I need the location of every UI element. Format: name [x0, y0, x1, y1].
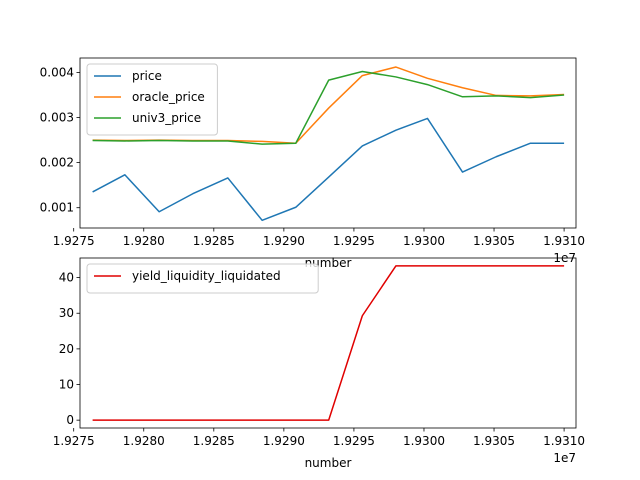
legend: yield_liquidity_liquidated [86, 263, 319, 294]
y-tick-label: 40 [59, 271, 74, 285]
x-tick-label: 1.9305 [473, 434, 515, 448]
x-tick-label: 1.9310 [543, 234, 585, 248]
y-tick-label: 0.001 [40, 201, 74, 215]
subplot-1: 1.9275 1.9280 1.9285 1.9290 1.9295 1.9300 1.93… [40, 57, 585, 270]
x-tick-label: 1.9295 [333, 434, 375, 448]
axes-frame [79, 257, 577, 429]
y-tick-label: 10 [59, 378, 74, 392]
x-tick-label: 1.9295 [333, 234, 375, 248]
legend-label-price: price [132, 69, 162, 83]
legend-label-oracle_price: oracle_price [132, 90, 205, 104]
x-tick-label: 1.9280 [123, 234, 165, 248]
axes-frame [79, 57, 577, 229]
x-tick-label: 1.9285 [193, 434, 235, 448]
x-tick-label: 1.9300 [403, 234, 445, 248]
x-tick-label: 1.9275 [53, 434, 95, 448]
x-tick-label: 1.9300 [403, 434, 445, 448]
y-tick-label: 0.004 [40, 65, 74, 79]
x-axis-label: number [305, 456, 352, 470]
x-tick-label: 1.9275 [53, 234, 95, 248]
legend-box [86, 263, 319, 294]
subplot-2: 1.9275 1.9280 1.9285 1.9290 1.9295 1.9300 1.93… [53, 257, 585, 470]
x-tick-label: 1.9310 [543, 434, 585, 448]
x-tick-label: 1.9290 [263, 434, 305, 448]
x-tick-label: 1.9305 [473, 234, 515, 248]
x-tick-label: 1.9285 [193, 234, 235, 248]
y-tick-label: 0.002 [40, 156, 74, 170]
y-tick-label: 20 [59, 342, 74, 356]
legend-label-yield_liquidity_liquidated: yield_liquidity_liquidated [132, 269, 281, 283]
x-offset-label: 1e7 [553, 451, 576, 465]
series-line-price [92, 117, 565, 222]
series-line-univ3_price [92, 70, 565, 145]
series-line-yield_liquidity_liquidated [92, 265, 565, 421]
x-tick-label: 1.9280 [123, 434, 165, 448]
legend: price oracle_price univ3_price [86, 63, 218, 136]
y-tick-label: 0 [66, 413, 74, 427]
legend-label-univ3_price: univ3_price [132, 111, 201, 125]
y-tick-label: 0.003 [40, 111, 74, 125]
x-tick-label: 1.9290 [263, 234, 305, 248]
y-tick-label: 30 [59, 306, 74, 320]
